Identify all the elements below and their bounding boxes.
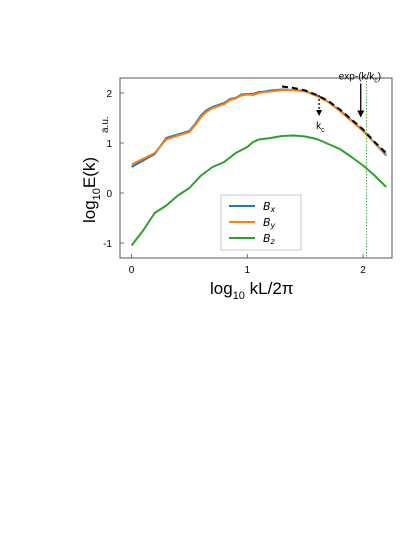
- y-tick-label: 1: [106, 139, 112, 150]
- fit-label: exp-(k/kc): [339, 72, 381, 85]
- kc-arrow-head: [316, 110, 323, 116]
- legend-label-Bx: Bx: [263, 200, 276, 214]
- x-tick-label: 0: [129, 265, 135, 276]
- plot-frame: [119, 77, 393, 259]
- series-line-Bz: [130, 134, 387, 247]
- fit-arrow-head: [357, 110, 365, 118]
- x-tick-label: 1: [245, 265, 251, 276]
- x-axis-label: log10 kL/2π: [210, 279, 294, 302]
- y-axis-label: log10E(k): [80, 157, 103, 223]
- legend-label-By: By: [263, 216, 276, 230]
- x-tick-label: 2: [360, 265, 366, 276]
- legend: Bx By Bz: [220, 194, 302, 251]
- fit-line: [281, 85, 387, 154]
- legend-label-Bz: Bz: [263, 232, 276, 246]
- series-line-By: [131, 89, 387, 166]
- y-tick-label: -1: [103, 239, 112, 250]
- y-axis-units: a.u.: [100, 116, 111, 133]
- y-tick-label: 2: [106, 89, 112, 100]
- y-tick-label: 0: [106, 189, 112, 200]
- kc-label: kc: [316, 121, 325, 134]
